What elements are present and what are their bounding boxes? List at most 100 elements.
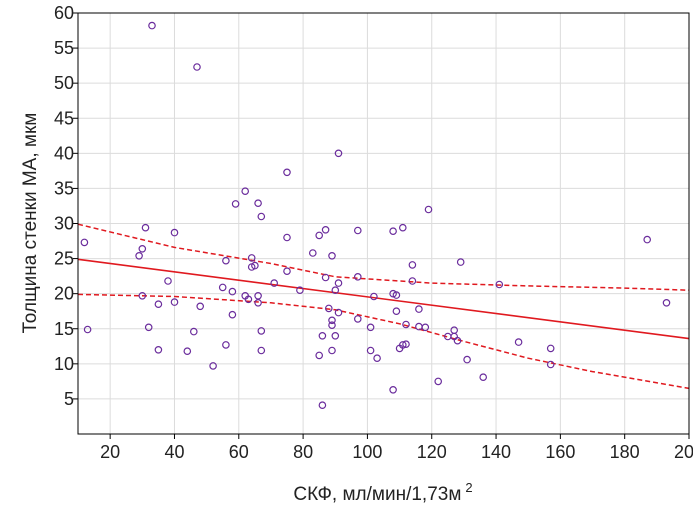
data-point bbox=[331, 286, 340, 295]
data-point bbox=[398, 223, 407, 232]
data-point bbox=[164, 277, 172, 285]
data-point bbox=[402, 340, 410, 349]
data-point bbox=[196, 302, 205, 311]
data-point bbox=[148, 21, 156, 30]
data-point bbox=[546, 360, 555, 369]
data-point bbox=[154, 345, 163, 354]
data-point bbox=[324, 304, 333, 313]
data-point bbox=[318, 331, 327, 340]
y-tick-label: 20 bbox=[54, 284, 74, 304]
x-tick-label: 140 bbox=[481, 442, 511, 462]
x-tick-label: 100 bbox=[352, 442, 382, 462]
y-tick-label: 35 bbox=[54, 178, 74, 198]
grid bbox=[78, 13, 689, 434]
y-tick-label: 10 bbox=[54, 354, 74, 374]
data-point bbox=[247, 254, 256, 262]
data-point bbox=[254, 199, 262, 208]
data-point bbox=[389, 385, 397, 394]
data-point bbox=[254, 298, 262, 307]
data-point bbox=[241, 187, 250, 196]
data-point bbox=[170, 298, 179, 306]
data-point bbox=[373, 354, 381, 363]
data-point bbox=[453, 336, 462, 345]
data-point bbox=[308, 249, 317, 257]
data-point bbox=[495, 280, 504, 289]
data-point bbox=[222, 256, 230, 265]
data-point bbox=[370, 292, 378, 301]
data-point bbox=[318, 401, 327, 410]
data-point bbox=[296, 286, 304, 295]
data-point bbox=[231, 200, 240, 208]
data-point bbox=[135, 252, 143, 260]
data-point bbox=[479, 373, 488, 382]
data-point bbox=[328, 346, 336, 355]
data-point bbox=[456, 258, 465, 266]
data-point bbox=[257, 212, 266, 221]
data-point bbox=[138, 291, 147, 300]
data-point bbox=[270, 279, 279, 287]
data-point bbox=[183, 347, 192, 356]
data-point bbox=[398, 341, 407, 349]
data-point bbox=[257, 327, 266, 335]
data-point bbox=[222, 341, 230, 349]
data-point bbox=[328, 316, 336, 325]
data-point bbox=[321, 226, 330, 234]
data-point bbox=[244, 295, 253, 304]
data-point bbox=[328, 321, 336, 330]
data-point bbox=[514, 338, 523, 346]
data-point bbox=[331, 331, 340, 340]
data-point bbox=[257, 346, 266, 355]
data-point bbox=[154, 300, 163, 309]
data-point bbox=[408, 277, 417, 285]
data-point bbox=[334, 149, 343, 158]
data-point bbox=[315, 231, 324, 240]
y-tick-label: 45 bbox=[54, 108, 74, 128]
data-point bbox=[408, 261, 417, 269]
data-point bbox=[170, 228, 179, 237]
y-tick-label: 50 bbox=[54, 73, 74, 93]
data-point bbox=[353, 272, 362, 281]
data-point bbox=[283, 233, 291, 242]
x-tick-label: 180 bbox=[610, 442, 640, 462]
data-point bbox=[421, 323, 430, 332]
data-point bbox=[190, 327, 198, 336]
data-point bbox=[662, 298, 671, 307]
x-tick-label: 20 bbox=[100, 442, 120, 462]
data-points bbox=[80, 21, 671, 410]
data-point bbox=[328, 252, 336, 260]
x-tick-label: 60 bbox=[229, 442, 249, 462]
data-point bbox=[424, 205, 433, 214]
data-point bbox=[254, 291, 262, 300]
y-tick-label: 30 bbox=[54, 214, 74, 234]
y-tick-label: 55 bbox=[54, 38, 74, 58]
data-point bbox=[434, 377, 443, 386]
data-point bbox=[353, 226, 362, 235]
data-point bbox=[218, 283, 227, 292]
ci-lower-line bbox=[77, 293, 690, 390]
data-point bbox=[141, 223, 150, 232]
y-axis-title: Толщина стенки МА, мкм bbox=[20, 113, 41, 334]
y-tick-label: 5 bbox=[64, 389, 74, 409]
data-point bbox=[463, 355, 471, 364]
axis-ticks: 20 40 60 80 100 120 140 160 180 200 5 10 15 20 25 30 35 4… bbox=[54, 3, 693, 462]
data-point bbox=[228, 287, 237, 296]
y-tick-label: 15 bbox=[54, 319, 74, 339]
x-tick-label: 160 bbox=[545, 442, 575, 462]
data-point bbox=[450, 326, 459, 335]
data-point bbox=[366, 323, 375, 332]
x-tick-label: 120 bbox=[417, 442, 447, 462]
data-point bbox=[546, 344, 555, 353]
data-point bbox=[334, 308, 343, 317]
data-point bbox=[283, 267, 291, 276]
data-point bbox=[415, 305, 423, 313]
confidence-bands bbox=[77, 223, 690, 390]
x-tick-label: 200 bbox=[674, 442, 693, 462]
data-point bbox=[144, 323, 153, 332]
y-tick-label: 25 bbox=[54, 249, 74, 269]
y-tick-label: 60 bbox=[54, 3, 74, 23]
data-point bbox=[283, 168, 291, 177]
x-tick-label: 40 bbox=[164, 442, 184, 462]
data-point bbox=[353, 315, 362, 323]
